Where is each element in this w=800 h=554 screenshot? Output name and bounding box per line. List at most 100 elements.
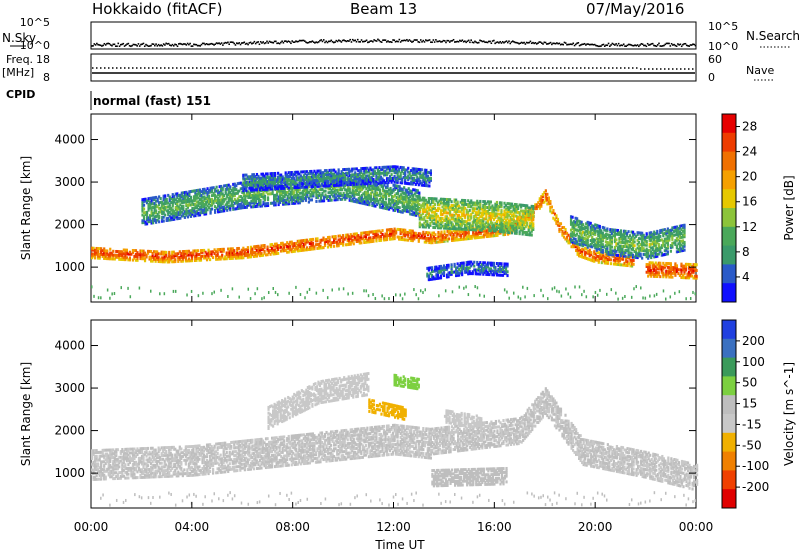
data-cell xyxy=(159,252,162,256)
data-cell xyxy=(381,196,385,200)
data-cell xyxy=(371,186,374,190)
data-cell xyxy=(358,239,361,243)
data-cell xyxy=(317,244,321,248)
data-cell xyxy=(141,205,144,209)
data-cell xyxy=(416,200,419,204)
noise-point xyxy=(385,41,388,43)
data-cell xyxy=(477,211,480,215)
data-cell xyxy=(177,207,180,211)
data-cell xyxy=(109,251,112,255)
data-cell xyxy=(238,202,241,206)
data-cell xyxy=(605,257,608,261)
data-cell xyxy=(291,192,294,196)
data-cell xyxy=(532,216,535,220)
data-cell xyxy=(245,177,248,181)
data-cell xyxy=(342,241,345,245)
noise-point xyxy=(519,42,522,45)
data-cell xyxy=(203,187,206,191)
noise-point xyxy=(404,39,407,42)
data-cell xyxy=(298,176,301,180)
data-cell xyxy=(300,195,303,199)
data-cell xyxy=(503,220,506,224)
data-cell xyxy=(503,201,506,205)
data-cell xyxy=(348,167,351,171)
noise-point xyxy=(99,44,102,47)
data-cell xyxy=(266,181,269,185)
data-cell xyxy=(406,204,409,208)
data-cell xyxy=(476,232,479,236)
data-cell xyxy=(231,249,234,253)
data-cell xyxy=(576,249,579,253)
data-cell xyxy=(683,276,686,280)
data-cell xyxy=(477,224,480,228)
data-cell xyxy=(137,253,141,257)
data-cell xyxy=(415,190,418,194)
noise-point xyxy=(569,43,572,45)
data-cell xyxy=(142,211,146,215)
data-cell xyxy=(476,220,479,224)
data-cell xyxy=(474,220,477,224)
data-cell xyxy=(443,232,446,236)
data-cell xyxy=(179,212,182,216)
data-cell xyxy=(103,256,106,260)
data-cell xyxy=(461,219,464,223)
data-cell xyxy=(314,239,318,243)
data-cell xyxy=(483,226,486,230)
data-cell xyxy=(491,215,494,219)
data-cell xyxy=(432,197,435,201)
data-cell xyxy=(199,256,203,260)
data-cell xyxy=(503,205,506,209)
data-cell xyxy=(224,191,227,195)
data-cell xyxy=(390,200,394,204)
noise-point xyxy=(670,42,673,45)
data-cell xyxy=(174,202,177,206)
data-cell xyxy=(395,231,398,235)
data-cell xyxy=(663,263,666,267)
data-cell xyxy=(395,205,398,209)
data-cell xyxy=(553,212,557,216)
data-cell xyxy=(302,176,305,180)
data-cell xyxy=(292,190,295,194)
data-cell xyxy=(491,208,494,212)
data-cell xyxy=(369,184,373,188)
noise-point xyxy=(533,42,536,45)
data-cell xyxy=(254,205,258,209)
data-cell xyxy=(118,250,121,254)
data-cell xyxy=(310,171,313,175)
data-cell xyxy=(599,257,602,261)
data-cell xyxy=(335,196,338,200)
noise-point xyxy=(496,41,499,43)
data-cell xyxy=(270,183,274,187)
noise-point xyxy=(113,43,116,46)
noise-point xyxy=(495,41,498,44)
data-cell xyxy=(654,265,657,269)
data-cell xyxy=(301,248,304,252)
data-cell xyxy=(458,210,461,214)
data-cell xyxy=(320,176,324,180)
noise-point xyxy=(160,44,162,46)
data-cell xyxy=(695,263,698,267)
data-cell xyxy=(459,200,462,204)
data-cell xyxy=(283,249,286,253)
data-cell xyxy=(222,257,225,261)
data-cell xyxy=(263,174,266,178)
data-cell xyxy=(461,218,464,222)
data-cell xyxy=(145,212,149,216)
data-cell xyxy=(206,192,209,196)
data-cell xyxy=(386,192,389,196)
data-cell xyxy=(306,193,309,197)
data-cell xyxy=(417,232,420,236)
data-cell xyxy=(443,239,446,243)
data-cell xyxy=(404,205,407,209)
data-cell xyxy=(648,263,651,267)
data-cell xyxy=(498,222,502,226)
noise-point xyxy=(632,44,635,47)
data-cell xyxy=(435,214,438,218)
data-cell xyxy=(305,181,308,185)
data-cell xyxy=(591,259,594,263)
data-cell xyxy=(336,181,339,185)
data-cell xyxy=(217,193,220,197)
data-cell xyxy=(452,229,455,233)
data-cell xyxy=(527,210,530,214)
data-cell xyxy=(98,252,101,256)
